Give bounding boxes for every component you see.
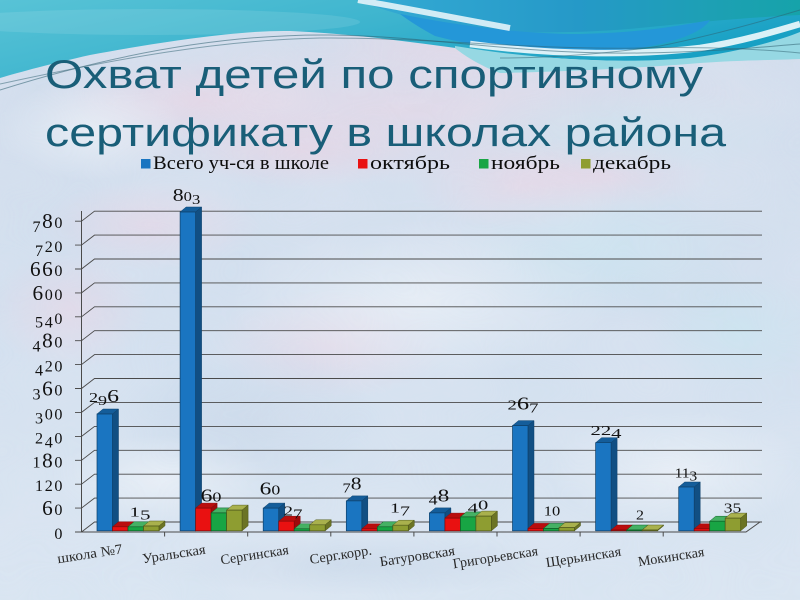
svg-text:224: 224	[591, 423, 623, 441]
svg-text:27: 27	[284, 504, 303, 522]
svg-text:2: 2	[636, 508, 644, 523]
svg-text:360: 360	[32, 377, 64, 404]
svg-text:0: 0	[54, 526, 64, 543]
svg-text:17: 17	[390, 501, 411, 519]
svg-text:660: 660	[30, 257, 64, 281]
svg-text:540: 540	[35, 311, 64, 332]
svg-text:48: 48	[429, 486, 450, 508]
svg-text:60: 60	[260, 479, 281, 499]
svg-text:600: 600	[32, 281, 64, 305]
svg-text:сертификату в школах района: сертификату в школах района	[45, 111, 727, 155]
svg-text:420: 420	[35, 359, 64, 380]
svg-text:480: 480	[32, 329, 64, 356]
svg-text:78: 78	[343, 474, 362, 496]
svg-text:ноябрь: ноябрь	[491, 153, 560, 174]
svg-text:Всего уч-ся в школе: Всего уч-ся в школе	[153, 153, 329, 174]
svg-text:Охват детей по спортивному: Охват детей по спортивному	[45, 53, 703, 97]
svg-text:октябрь: октябрь	[370, 153, 450, 174]
svg-text:300: 300	[35, 406, 64, 427]
svg-text:803: 803	[173, 185, 201, 207]
svg-text:180: 180	[32, 448, 64, 472]
svg-text:40: 40	[468, 498, 489, 516]
svg-text:780: 780	[32, 209, 64, 236]
svg-text:120: 120	[35, 478, 64, 495]
svg-text:10: 10	[544, 504, 561, 519]
svg-text:15: 15	[130, 505, 152, 523]
svg-text:60: 60	[42, 496, 64, 520]
svg-text:декабрь: декабрь	[593, 153, 671, 174]
svg-text:267: 267	[508, 394, 539, 416]
svg-text:240: 240	[35, 430, 64, 451]
svg-text:296: 296	[89, 386, 119, 408]
svg-text:113: 113	[675, 466, 698, 484]
svg-text:720: 720	[35, 239, 64, 260]
svg-text:35: 35	[724, 501, 742, 516]
svg-text:60: 60	[201, 486, 222, 506]
